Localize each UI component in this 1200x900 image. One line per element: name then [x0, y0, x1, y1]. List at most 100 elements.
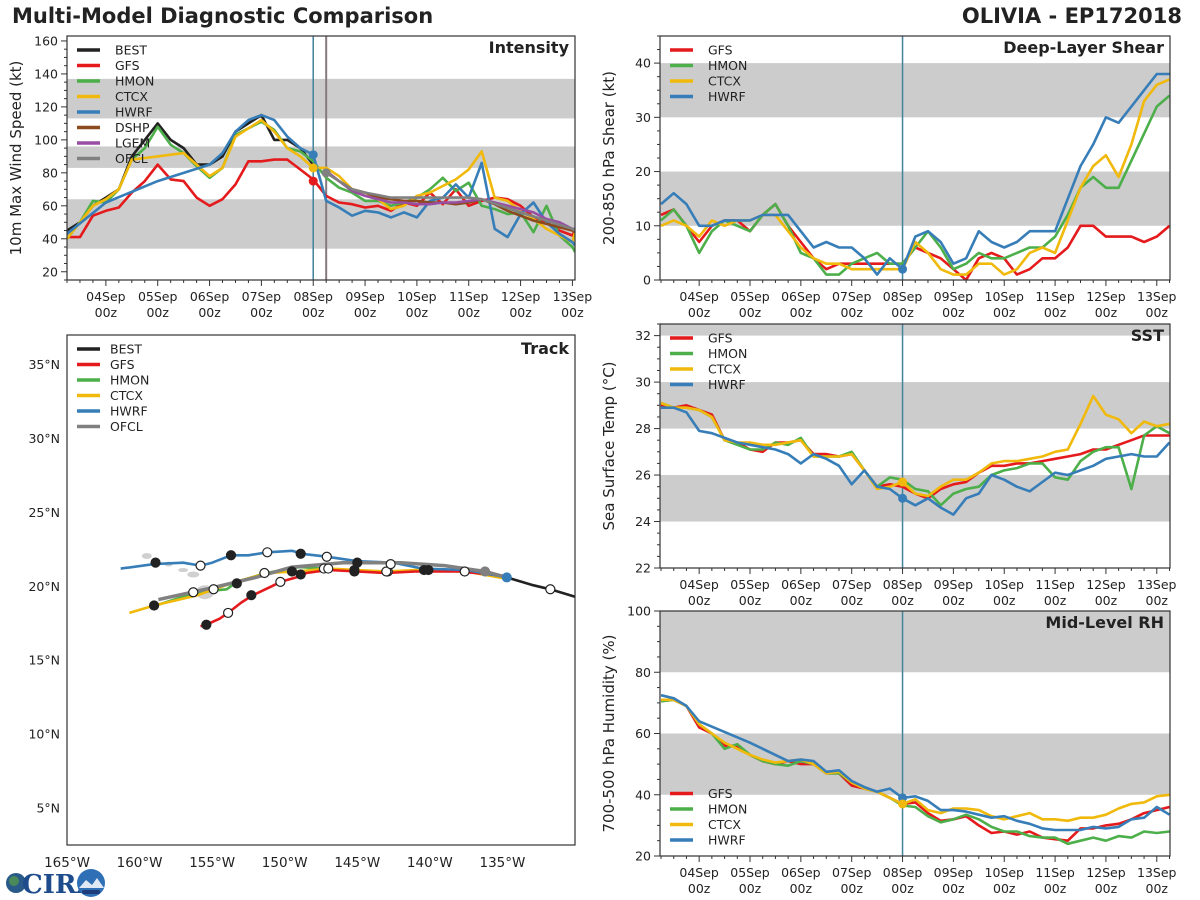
- intensity-xtick-label-hour: 00z: [250, 305, 273, 320]
- shear-xtick-label: 09Sep: [934, 289, 974, 304]
- shear-legend-label-ctcx: CTCX: [708, 74, 741, 89]
- track-ytick-label: 25°N: [28, 505, 60, 520]
- intensity-legend-label-best: BEST: [115, 43, 147, 58]
- rh-xtick-label-hour: 00z: [942, 881, 965, 896]
- track-position-dot-hwrf: [195, 560, 206, 571]
- sst-series-ctcx: [660, 394, 1170, 498]
- intensity-xtick-label-hour: 00z: [509, 305, 532, 320]
- shear-xtick-label-hour: 00z: [993, 305, 1016, 320]
- track-position-dot-hwrf: [262, 547, 273, 558]
- intensity-ytick-label: 60: [42, 198, 58, 213]
- sst-xtick-label: 07Sep: [832, 577, 872, 592]
- shear-xtick-label: 10Sep: [985, 289, 1025, 304]
- rh-ytick-label: 100: [627, 604, 651, 619]
- rh-xtick-label: 13Sep: [1137, 865, 1177, 880]
- rh-band: [660, 733, 1170, 795]
- track-series-gfs: [200, 568, 507, 628]
- intensity-legend-label-ofcl: OFCL: [115, 151, 148, 166]
- intensity-series-ctcx: [67, 118, 575, 244]
- intensity-ytick-label: 40: [42, 231, 58, 246]
- sst-xtick-label-hour: 00z: [739, 593, 762, 608]
- track-series-best: [506, 576, 575, 598]
- sst-legend-label-hmon: HMON: [708, 346, 747, 361]
- track-frame: [66, 334, 576, 846]
- rh-panel-title: Mid-Level RH: [1045, 613, 1164, 632]
- track-position-dot-hwrf: [385, 559, 396, 570]
- track-panel: 5°N 10°N 15°N 20°N 25°N 30°N 35°N 165°W 160°W 155…: [28, 334, 576, 871]
- track-legend-label-hmon: HMON: [110, 373, 149, 388]
- intensity-ytick-label: 120: [34, 99, 58, 114]
- track-position-dot-gfs: [295, 569, 306, 580]
- track-position-dot-best: [545, 584, 556, 595]
- intensity-legend-label-dshp: DSHP: [115, 120, 150, 135]
- track-position-dot-ctcx: [148, 600, 160, 611]
- sst-marker-hwrf: [898, 493, 908, 503]
- shear-xtick-label: 13Sep: [1137, 289, 1177, 304]
- sst-band: [660, 382, 1170, 429]
- intensity-legend-label-hmon: HMON: [115, 74, 154, 89]
- sst-xtick-label: 06Sep: [781, 577, 821, 592]
- intensity-xtick-label-hour: 00z: [458, 305, 481, 320]
- track-xtick-label: 160°W: [117, 855, 163, 871]
- rh-xtick-label: 08Sep: [883, 865, 923, 880]
- shear-xtick-label-hour: 00z: [942, 305, 965, 320]
- sst-series-hmon: [660, 401, 1170, 507]
- shear-legend-label-hmon: HMON: [708, 58, 747, 73]
- shear-ytick-label: 40: [635, 56, 651, 71]
- track-position-dot-ctcx: [459, 566, 470, 577]
- intensity-xtick-label: 10Sep: [397, 289, 437, 304]
- track-ytick-label: 30°N: [28, 431, 60, 446]
- intensity-legend-label-gfs: GFS: [115, 58, 140, 73]
- intensity-panel-title: Intensity: [489, 38, 570, 57]
- shear-marker-hwrf: [898, 264, 908, 274]
- figure-title: Multi-Model Diagnostic Comparison: [12, 4, 434, 28]
- intensity-xtick-label-hour: 00z: [198, 305, 221, 320]
- shear-series-group: [660, 72, 1170, 280]
- rh-legend-label-ctcx: CTCX: [708, 817, 741, 832]
- intensity-xtick-label-hour: 00z: [302, 305, 325, 320]
- shear-xtick-label-hour: 00z: [891, 305, 914, 320]
- sst-xtick-label-hour: 00z: [891, 593, 914, 608]
- intensity-marker-gfs: [308, 176, 318, 186]
- intensity-marker-ctcx: [308, 163, 318, 173]
- intensity-series-ofcl: [325, 171, 575, 232]
- track-position-dot-ctcx: [188, 587, 199, 598]
- intensity-marker-hwrf: [308, 150, 318, 160]
- track-series-hwrf: [120, 549, 508, 579]
- sst-ytick-label: 22: [635, 561, 651, 576]
- rh-xtick-label: 04Sep: [679, 865, 719, 880]
- track-legend-label-ctcx: CTCX: [110, 388, 143, 403]
- shear-xtick-label: 12Sep: [1086, 289, 1126, 304]
- rh-legend-label-hmon: HMON: [708, 802, 747, 817]
- shear-legend-label-hwrf: HWRF: [708, 89, 746, 104]
- shear-band: [660, 63, 1170, 118]
- shear-xtick-label: 05Sep: [730, 289, 770, 304]
- rh-xtick-label-hour: 00z: [688, 881, 711, 896]
- logo-globe-land-icon: [9, 876, 19, 886]
- intensity-frame: [66, 35, 576, 281]
- sst-legend-label-hwrf: HWRF: [708, 377, 746, 392]
- intensity-xtick-label: 11Sep: [449, 289, 489, 304]
- rh-xtick-label-hour: 00z: [790, 881, 813, 896]
- shear-ylabel: 200-850 hPa Shear (kt): [600, 71, 618, 245]
- shear-band: [660, 171, 1170, 226]
- track-position-dot-gfs: [201, 619, 212, 630]
- intensity-xtick-label: 12Sep: [501, 289, 541, 304]
- sst-xtick-label: 08Sep: [883, 577, 923, 592]
- rh-xtick-label-hour: 00z: [840, 881, 863, 896]
- sst-series-hwrf: [661, 406, 1170, 516]
- sst-ytick-label: 26: [635, 468, 651, 483]
- intensity-xtick-label: 09Sep: [345, 289, 385, 304]
- shear-series-hwrf: [660, 72, 1170, 276]
- sst-xtick-label: 13Sep: [1137, 577, 1177, 592]
- track-position-dot-ctcx: [231, 578, 242, 589]
- rh-legend-label-gfs: GFS: [708, 786, 733, 801]
- track-panel-title: Track: [521, 339, 569, 358]
- sst-xtick-label: 09Sep: [934, 577, 974, 592]
- rh-ytick-label: 40: [635, 787, 651, 802]
- rh-xtick-label-hour: 00z: [1044, 881, 1067, 896]
- track-legend-label-gfs: GFS: [110, 357, 135, 372]
- shear-xtick-label-hour: 00z: [790, 305, 813, 320]
- sst-ytick-label: 28: [635, 421, 651, 436]
